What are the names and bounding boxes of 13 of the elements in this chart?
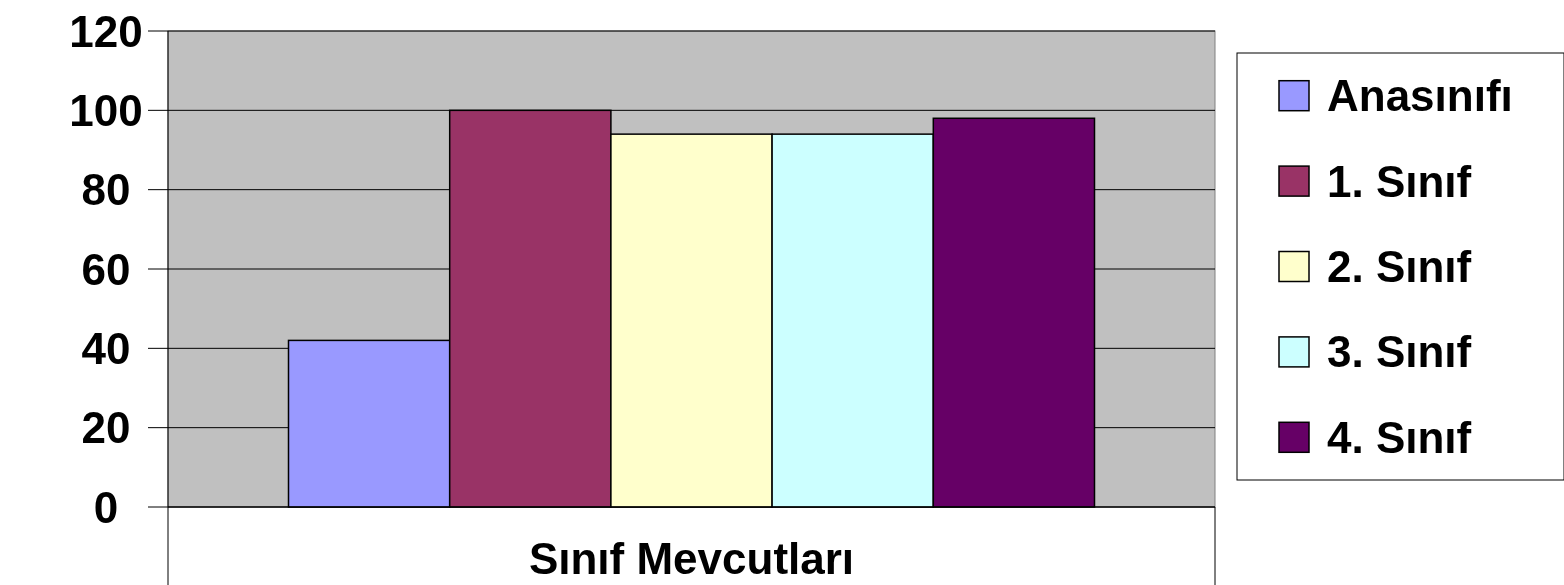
y-tick-label: 20 xyxy=(81,403,131,453)
y-tick-label: 100 xyxy=(69,85,143,135)
legend-label: 1. Sınıf xyxy=(1327,156,1472,206)
y-tick-label: 60 xyxy=(81,244,131,294)
x-tick-label: Sınıf Mevcutları xyxy=(528,533,855,583)
y-tick-label: 120 xyxy=(69,6,143,56)
legend-label: 2. Sınıf xyxy=(1327,242,1472,291)
legend-label: Anasınıfı xyxy=(1327,71,1513,121)
y-tick-label: 80 xyxy=(81,165,131,215)
y-tick-label: 0 xyxy=(93,482,119,532)
y-tick-label: 40 xyxy=(81,323,131,373)
legend-label: 4. Sınıf xyxy=(1327,412,1472,462)
legend-label: 3. Sınıf xyxy=(1327,327,1472,377)
